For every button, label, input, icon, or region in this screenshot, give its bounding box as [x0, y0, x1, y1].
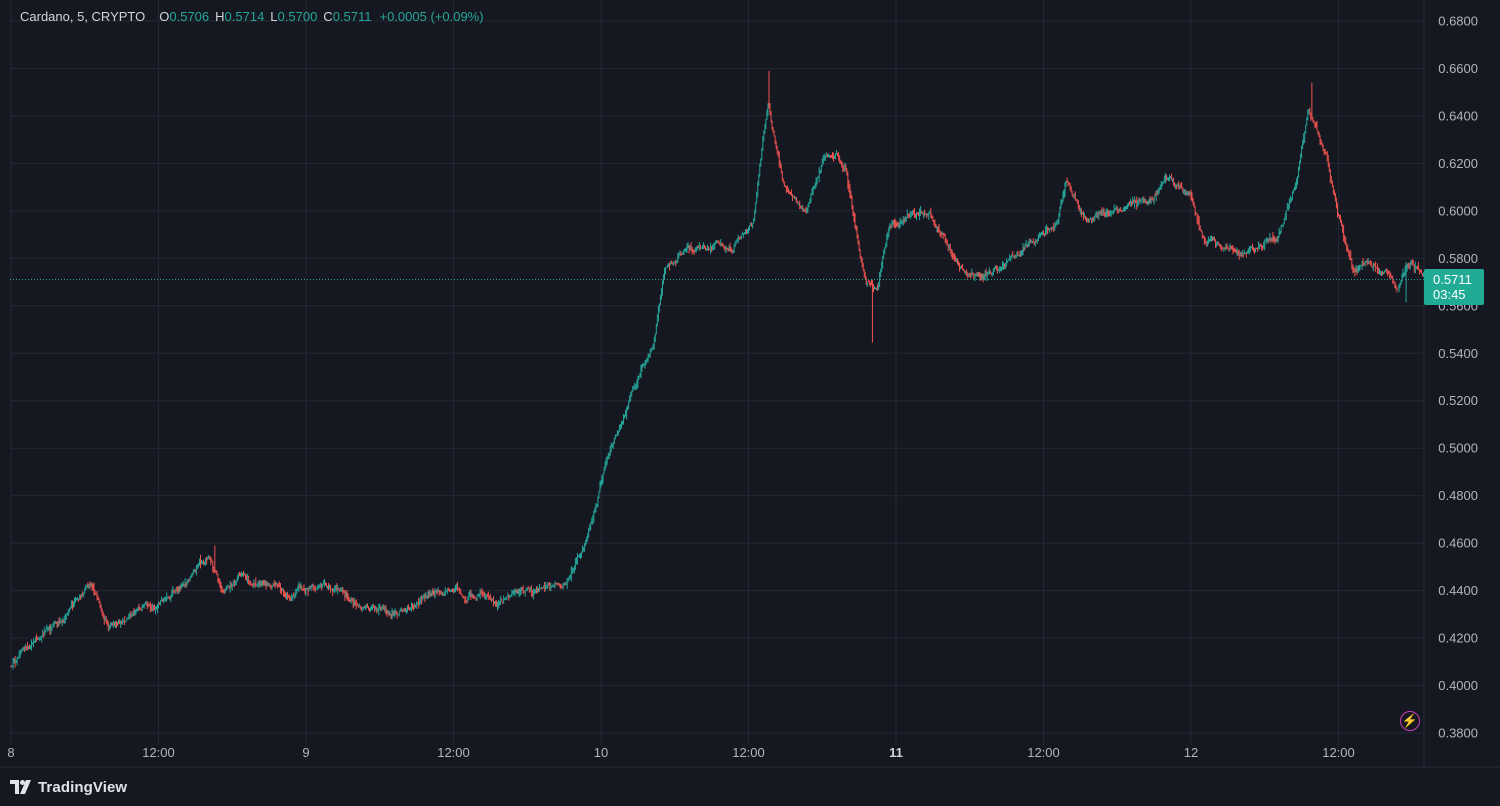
last-price-tag: 0.5711 03:45 — [1424, 269, 1484, 305]
y-tick-label: 0.4800 — [1438, 488, 1478, 503]
x-tick-label: 12:00 — [1322, 745, 1355, 760]
x-tick-label: 12:00 — [142, 745, 175, 760]
x-tick-label: 11 — [889, 745, 903, 760]
candlestick-chart[interactable]: 0.3800 0.4000 0.4200 0.4400 0.4600 0.4800 0.50… — [0, 0, 1500, 768]
last-price-value: 0.5711 — [1433, 272, 1472, 287]
symbol-legend: Cardano, 5, CRYPTO O 0.5706 H 0.5714 L 0.57… — [20, 9, 484, 24]
y-tick-label: 0.5200 — [1438, 393, 1478, 408]
chart-area[interactable]: 0.3800 0.4000 0.4200 0.4400 0.4600 0.4800 0.50… — [0, 0, 1500, 768]
x-tick-label: 12:00 — [732, 745, 765, 760]
y-tick-label: 0.5800 — [1438, 251, 1478, 266]
y-tick-label: 0.6400 — [1438, 108, 1478, 123]
y-tick-label: 0.5400 — [1438, 346, 1478, 361]
open-value: 0.5706 — [169, 9, 210, 24]
candles — [10, 70, 1428, 670]
y-tick-label: 0.6800 — [1438, 14, 1478, 29]
tradingview-logo-icon — [10, 780, 31, 794]
y-tick-label: 0.4400 — [1438, 583, 1478, 598]
low-value: 0.5700 — [277, 9, 318, 24]
tradingview-logo[interactable]: TradingView — [10, 779, 127, 796]
y-tick-label: 0.5000 — [1438, 441, 1478, 456]
y-tick-label: 0.4200 — [1438, 631, 1478, 646]
x-tick-label: 10 — [594, 745, 608, 760]
y-tick-label: 0.4600 — [1438, 536, 1478, 551]
low-label: L — [270, 9, 278, 24]
symbol-name[interactable]: Cardano, 5, CRYPTO — [20, 9, 146, 24]
x-tick-label: 12 — [1184, 745, 1198, 760]
y-tick-label: 0.4000 — [1438, 678, 1478, 693]
y-tick-label: 0.6000 — [1438, 203, 1478, 218]
brand-name: TradingView — [38, 778, 128, 796]
footer-bar: TradingView — [0, 768, 1500, 806]
open-label: O — [159, 9, 170, 24]
y-tick-label: 0.3800 — [1438, 726, 1478, 741]
x-tick-label: 12:00 — [437, 745, 470, 760]
lightning-icon[interactable]: ⚡ — [1400, 711, 1420, 731]
bar-countdown: 03:45 — [1433, 287, 1466, 302]
y-tick-label: 0.6600 — [1438, 61, 1478, 76]
x-tick-label: 8 — [7, 745, 14, 760]
high-label: H — [215, 9, 225, 24]
high-value: 0.5714 — [224, 9, 265, 24]
x-tick-label: 12:00 — [1027, 745, 1060, 760]
change-value: +0.0005 (+0.09%) — [379, 9, 484, 24]
close-label: C — [323, 9, 333, 24]
close-value: 0.5711 — [332, 9, 372, 24]
y-tick-label: 0.6200 — [1438, 156, 1478, 171]
x-tick-label: 9 — [302, 745, 309, 760]
